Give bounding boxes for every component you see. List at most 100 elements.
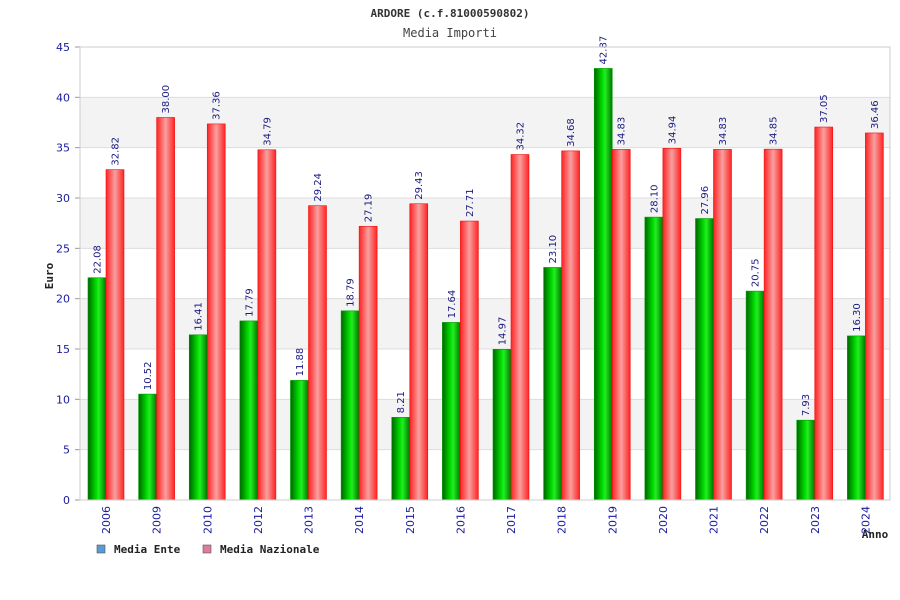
bar-media-ente-2024	[847, 335, 866, 501]
x-tick-label: 2014	[353, 506, 366, 534]
x-tick-label: 2016	[454, 506, 467, 534]
value-label: 34.79	[262, 117, 273, 146]
value-label: 34.85	[769, 117, 780, 146]
value-label: 23.10	[548, 235, 559, 264]
value-label: 27.19	[364, 194, 375, 223]
value-label: 16.30	[852, 303, 863, 332]
bar-media-ente-2023	[796, 419, 816, 501]
chart-subtitle: Media Importi	[403, 26, 497, 40]
bar-media-ente-2006	[87, 277, 107, 501]
bar-media-ente-2009	[138, 393, 157, 501]
value-label: 14.97	[498, 317, 509, 346]
x-tick-label: 2020	[657, 506, 670, 534]
bar-media-nazionale-2019	[611, 149, 631, 501]
x-tick-label: 2013	[303, 506, 316, 534]
value-label: 18.79	[346, 278, 357, 307]
value-label: 42.87	[599, 36, 610, 65]
y-tick-label: 5	[63, 444, 70, 457]
value-labels: 22.08 32.82 10.52 38.00 16.41 37.36 17.79 34.79…	[93, 36, 881, 416]
y-tick-label: 10	[56, 393, 70, 406]
bar-media-nazionale-2009	[156, 117, 175, 501]
value-label: 29.24	[313, 173, 324, 202]
bar-media-nazionale-2024	[865, 132, 884, 501]
value-label: 38.00	[161, 85, 172, 114]
x-tick-label: 2024	[859, 506, 872, 534]
y-tick-label: 30	[56, 192, 70, 205]
value-label: 8.21	[396, 391, 407, 413]
bar-media-ente-2021	[695, 218, 714, 501]
value-label: 34.83	[617, 117, 628, 146]
x-tick-label: 2006	[100, 506, 113, 534]
x-axis-ticks: 2006 2009 2010 2012 2013 2014 2015 2016 2017 2018…	[100, 506, 872, 534]
y-axis-ticks: 0 5 10 15 20 25 30 35 40 45	[56, 41, 70, 507]
y-tick-label: 0	[63, 494, 70, 507]
y-axis-label: Euro	[43, 262, 56, 289]
bar-media-nazionale-2016	[460, 220, 479, 501]
value-label: 27.71	[465, 188, 476, 217]
y-tick-label: 15	[56, 343, 70, 356]
y-tick-label: 25	[56, 242, 70, 255]
value-label: 29.43	[414, 171, 425, 200]
value-label: 27.96	[700, 186, 711, 215]
plot-frame	[79, 46, 891, 501]
bar-media-ente-2016	[442, 322, 461, 501]
value-label: 34.32	[516, 122, 527, 151]
value-label: 22.08	[93, 245, 104, 274]
bar-media-nazionale-2018	[561, 150, 580, 501]
bar-media-nazionale-2017	[510, 154, 530, 501]
x-tick-label: 2019	[606, 506, 619, 534]
bar-media-ente-2012	[239, 320, 259, 501]
bar-media-ente-2020	[644, 216, 664, 501]
x-axis-label: Anno	[862, 528, 889, 541]
bar-media-ente-2010	[188, 334, 208, 501]
bar-media-nazionale-2015	[409, 203, 429, 501]
y-tick-label: 20	[56, 293, 70, 306]
x-tick-label: 2022	[758, 506, 771, 534]
value-label: 34.83	[718, 117, 729, 146]
bar-media-nazionale-2014	[358, 225, 378, 501]
value-label: 7.93	[801, 394, 812, 416]
bar-media-ente-2018	[543, 267, 562, 501]
bar-media-nazionale-2012	[257, 149, 277, 501]
bar-media-ente-2017	[492, 349, 512, 501]
value-label: 16.41	[194, 302, 205, 331]
bar-media-ente-2019	[593, 68, 613, 501]
value-label: 37.36	[212, 91, 223, 120]
value-label: 37.05	[819, 94, 830, 123]
value-label: 11.88	[295, 348, 306, 377]
bar-media-nazionale-2020	[662, 147, 682, 501]
y-tick-label: 40	[56, 91, 70, 104]
value-label: 36.46	[870, 100, 881, 129]
x-tick-label: 2023	[809, 506, 822, 534]
bar-media-nazionale-2021	[713, 149, 732, 501]
x-tick-label: 2021	[708, 506, 721, 534]
value-label: 34.94	[667, 116, 678, 145]
x-tick-label: 2010	[201, 506, 214, 534]
bar-media-ente-2015	[391, 417, 411, 501]
y-tick-label: 45	[56, 41, 70, 54]
value-label: 10.52	[143, 361, 154, 390]
chart-title: ARDORE (c.f.81000590802)	[371, 7, 530, 20]
bar-media-nazionale-2006	[105, 169, 125, 501]
y-tick-label: 35	[56, 142, 70, 155]
value-label: 32.82	[111, 137, 122, 166]
bar-media-nazionale-2013	[308, 205, 327, 501]
legend-entry: Media Ente	[114, 543, 181, 556]
bar-media-nazionale-2022	[763, 148, 783, 501]
legend-swatch	[202, 544, 212, 554]
bars	[87, 68, 884, 501]
x-tick-label: 2012	[252, 506, 265, 534]
legend: Media Ente Media Nazionale	[96, 543, 320, 556]
bar-media-ente-2014	[340, 310, 360, 501]
value-label: 17.64	[447, 290, 458, 319]
bar-media-ente-2013	[290, 380, 309, 501]
x-tick-label: 2017	[505, 506, 518, 534]
legend-swatch	[96, 544, 106, 554]
value-label: 17.79	[244, 288, 255, 317]
bar-media-nazionale-2010	[206, 123, 226, 501]
value-label: 20.75	[751, 258, 762, 287]
value-label: 34.68	[566, 118, 577, 147]
x-tick-label: 2018	[556, 506, 569, 534]
bar-media-ente-2022	[745, 290, 765, 501]
